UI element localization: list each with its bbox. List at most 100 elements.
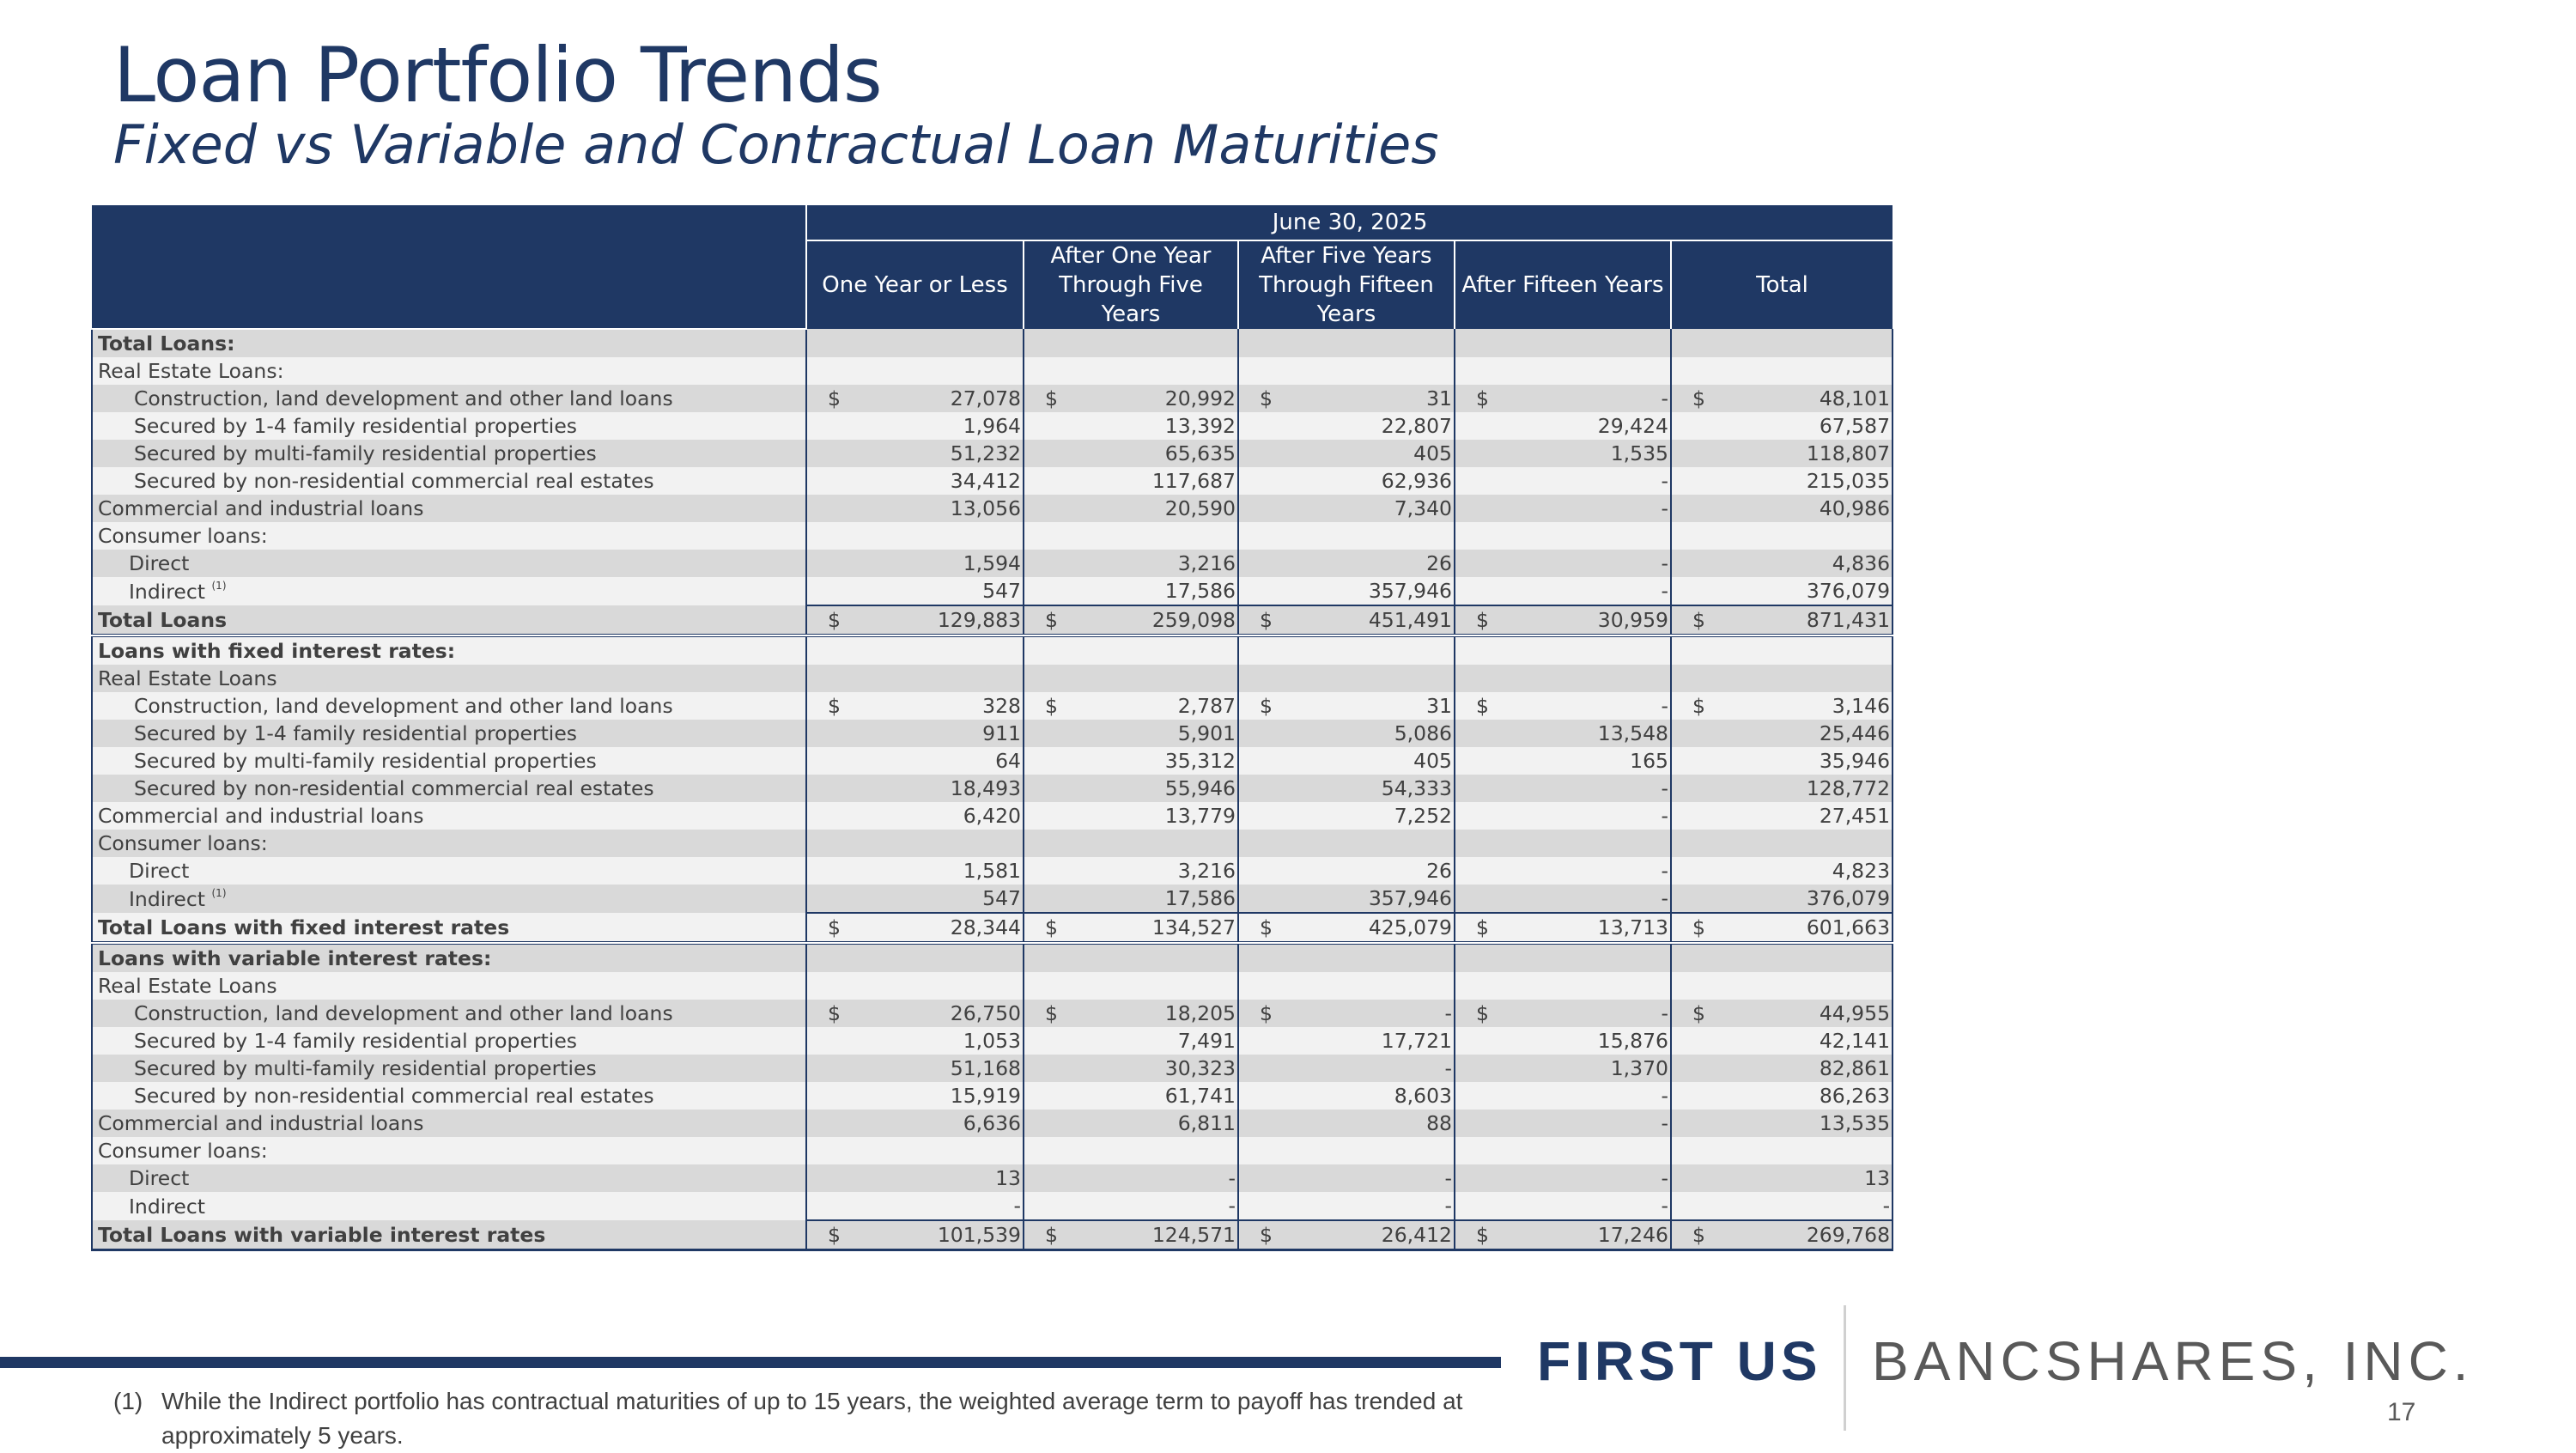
- value-cell: [1669, 972, 1894, 1000]
- cell-value: 547: [982, 579, 1021, 603]
- value-cell: [1023, 1137, 1238, 1164]
- currency-symbol: [1244, 885, 1260, 912]
- value-cell: $2,787: [1023, 692, 1238, 720]
- currency-symbol: $: [1045, 386, 1058, 410]
- table-row: Consumer loans:: [91, 522, 1894, 550]
- value-cell: 4,836: [1669, 550, 1894, 577]
- value-cell: 88: [1237, 1110, 1455, 1137]
- currency-symbol: [812, 1055, 828, 1082]
- cell-value: 29,424: [1597, 414, 1668, 438]
- value-cell: 61,741: [1023, 1082, 1238, 1110]
- value-cell: 6,420: [805, 802, 1024, 830]
- row-label-text: Secured by multi-family residential prop…: [134, 1056, 597, 1080]
- row-label-text: Indirect: [129, 579, 206, 604]
- cell-value: 13,056: [950, 496, 1021, 520]
- page-subtitle: Fixed vs Variable and Contractual Loan M…: [113, 113, 1439, 176]
- value-cell: 15,876: [1454, 1027, 1671, 1055]
- currency-symbol: $: [1476, 694, 1489, 718]
- row-label: Secured by 1-4 family residential proper…: [91, 720, 806, 747]
- value-cell: -: [1454, 577, 1671, 605]
- cell-value: 128,772: [1806, 776, 1891, 800]
- table-row: Secured by non-residential commercial re…: [91, 775, 1894, 802]
- row-label-text: Construction, land development and other…: [134, 1001, 673, 1025]
- currency-symbol: [1677, 857, 1692, 885]
- row-label-text: Secured by 1-4 family residential proper…: [134, 721, 578, 745]
- value-cell: [1237, 1137, 1455, 1164]
- value-cell: -: [1237, 1055, 1455, 1082]
- row-label-text: Secured by multi-family residential prop…: [134, 441, 597, 465]
- cell-value: 17,246: [1597, 1223, 1668, 1247]
- currency-symbol: $: [828, 915, 841, 939]
- company-logo-first-us: FIRST US: [1537, 1330, 1822, 1392]
- value-cell: 13: [1669, 1164, 1894, 1192]
- column-header: After Fifteen Years: [1454, 240, 1671, 329]
- value-cell: [805, 972, 1024, 1000]
- cell-value: -: [1661, 886, 1668, 910]
- row-label-text: Secured by non-residential commercial re…: [134, 776, 654, 800]
- cell-value: 547: [982, 886, 1021, 910]
- currency-symbol: [1677, 885, 1692, 912]
- logo-divider: [1844, 1305, 1846, 1431]
- currency-symbol: [1244, 720, 1260, 747]
- table-corner-header: [92, 205, 806, 330]
- currency-symbol: [1677, 802, 1692, 830]
- currency-symbol: $: [1476, 386, 1489, 410]
- cell-value: 82,861: [1819, 1056, 1891, 1080]
- currency-symbol: [1030, 1164, 1045, 1192]
- cell-value: 5,901: [1177, 721, 1236, 745]
- value-cell: 118,807: [1669, 440, 1894, 467]
- currency-symbol: [1030, 747, 1045, 775]
- cell-value: 4,823: [1832, 859, 1891, 883]
- currency-symbol: $: [1260, 915, 1273, 939]
- cell-value: 20,992: [1164, 386, 1236, 410]
- value-cell: 64: [805, 747, 1024, 775]
- cell-value: 13,392: [1164, 414, 1236, 438]
- value-cell: 5,086: [1237, 720, 1455, 747]
- table-row: Construction, land development and other…: [91, 1000, 1894, 1027]
- value-cell: [1023, 830, 1238, 857]
- value-cell: 8,603: [1237, 1082, 1455, 1110]
- value-cell: 22,807: [1237, 412, 1455, 440]
- cell-value: 1,594: [963, 551, 1021, 575]
- cell-value: 54,333: [1381, 776, 1452, 800]
- currency-symbol: [1030, 495, 1045, 522]
- row-label: Consumer loans:: [91, 522, 806, 550]
- currency-symbol: $: [1476, 1001, 1489, 1025]
- cell-value: 15,919: [950, 1084, 1021, 1108]
- row-label-text: Total Loans with variable interest rates: [98, 1222, 546, 1247]
- value-cell: [1454, 329, 1671, 357]
- currency-symbol: [1677, 467, 1692, 495]
- row-label: Construction, land development and other…: [91, 1000, 806, 1027]
- value-cell: 17,721: [1237, 1027, 1455, 1055]
- value-cell: [1023, 357, 1238, 385]
- cell-value: 3,216: [1177, 551, 1236, 575]
- cell-value: -: [1661, 694, 1668, 718]
- date-header: June 30, 2025: [805, 205, 1893, 241]
- value-cell: [805, 357, 1024, 385]
- value-cell: [1454, 830, 1671, 857]
- row-label: Total Loans:: [91, 329, 806, 357]
- currency-symbol: [1244, 577, 1260, 605]
- cell-value: -: [1882, 1194, 1891, 1218]
- value-cell: 5,901: [1023, 720, 1238, 747]
- currency-symbol: [812, 1027, 828, 1055]
- currency-symbol: [1461, 1027, 1476, 1055]
- cell-value: 20,590: [1164, 496, 1236, 520]
- cell-value: -: [1661, 1111, 1668, 1135]
- currency-symbol: [1677, 550, 1692, 577]
- cell-value: 269,768: [1806, 1223, 1891, 1247]
- table-row: Secured by 1-4 family residential proper…: [91, 720, 1894, 747]
- row-label: Commercial and industrial loans: [91, 802, 806, 830]
- currency-symbol: [1461, 857, 1476, 885]
- currency-symbol: [1461, 1164, 1476, 1192]
- row-label: Secured by multi-family residential prop…: [91, 747, 806, 775]
- row-label: Total Loans with fixed interest rates: [91, 913, 806, 944]
- value-cell: [1023, 522, 1238, 550]
- cell-value: 451,491: [1368, 608, 1452, 632]
- value-cell: 18,493: [805, 775, 1024, 802]
- cell-value: 328: [982, 694, 1021, 718]
- cell-value: -: [1661, 386, 1668, 410]
- cell-value: 22,807: [1381, 414, 1452, 438]
- value-cell: $31: [1237, 385, 1455, 412]
- value-cell: 13,779: [1023, 802, 1238, 830]
